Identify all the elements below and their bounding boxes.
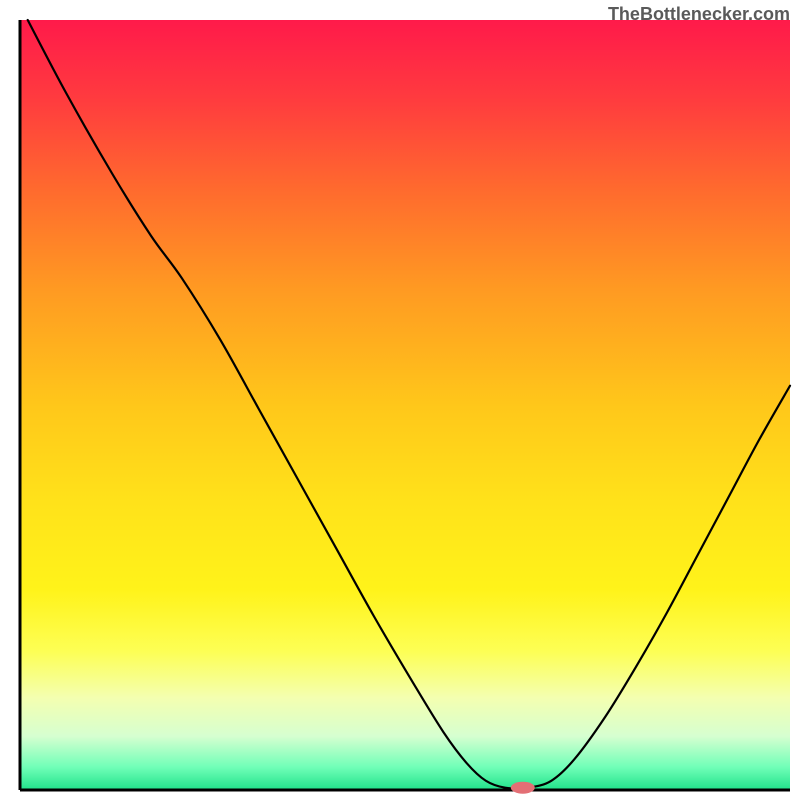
watermark-text: TheBottlenecker.com [608, 4, 790, 25]
chart-svg [0, 0, 800, 800]
bottleneck-chart: TheBottlenecker.com [0, 0, 800, 800]
optimal-marker [511, 782, 535, 794]
plot-background [20, 20, 790, 790]
